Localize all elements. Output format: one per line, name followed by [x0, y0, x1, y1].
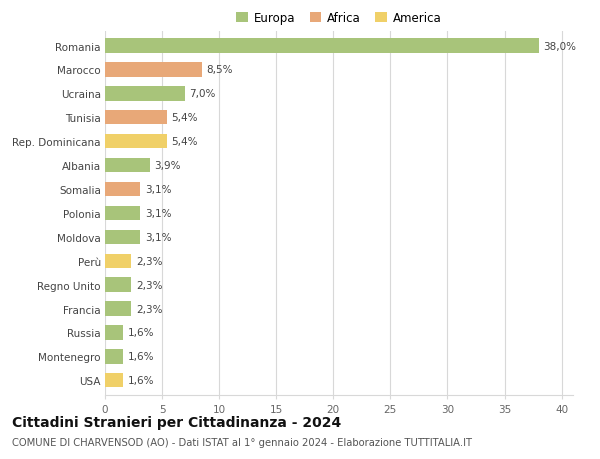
Bar	[105, 158, 149, 173]
Bar	[105, 206, 140, 221]
Text: 3,1%: 3,1%	[145, 232, 172, 242]
Text: 2,3%: 2,3%	[136, 256, 163, 266]
Bar	[105, 349, 123, 364]
Text: 3,1%: 3,1%	[145, 208, 172, 218]
Text: 3,1%: 3,1%	[145, 185, 172, 195]
Text: 1,6%: 1,6%	[128, 328, 154, 338]
Text: 1,6%: 1,6%	[128, 375, 154, 386]
Legend: Europa, Africa, America: Europa, Africa, America	[232, 7, 446, 29]
Bar	[105, 63, 202, 78]
Text: 5,4%: 5,4%	[171, 113, 198, 123]
Bar	[105, 373, 123, 387]
Text: Cittadini Stranieri per Cittadinanza - 2024: Cittadini Stranieri per Cittadinanza - 2…	[12, 415, 341, 429]
Text: 1,6%: 1,6%	[128, 352, 154, 362]
Bar	[105, 87, 185, 101]
Bar	[105, 230, 140, 245]
Bar	[105, 182, 140, 197]
Bar	[105, 278, 131, 292]
Text: 38,0%: 38,0%	[544, 41, 577, 51]
Text: 8,5%: 8,5%	[206, 65, 233, 75]
Bar	[105, 134, 167, 149]
Bar	[105, 111, 167, 125]
Bar	[105, 39, 539, 54]
Text: 7,0%: 7,0%	[190, 89, 216, 99]
Text: 5,4%: 5,4%	[171, 137, 198, 147]
Text: COMUNE DI CHARVENSOD (AO) - Dati ISTAT al 1° gennaio 2024 - Elaborazione TUTTITA: COMUNE DI CHARVENSOD (AO) - Dati ISTAT a…	[12, 437, 472, 447]
Text: 3,9%: 3,9%	[154, 161, 181, 171]
Bar	[105, 325, 123, 340]
Bar	[105, 254, 131, 269]
Text: 2,3%: 2,3%	[136, 304, 163, 314]
Bar	[105, 302, 131, 316]
Text: 2,3%: 2,3%	[136, 280, 163, 290]
